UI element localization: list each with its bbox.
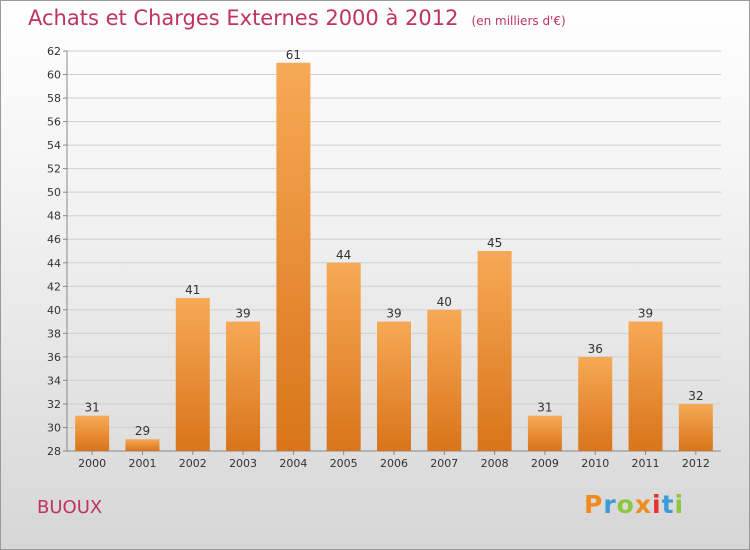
x-tick-label-2002: 2002 xyxy=(179,457,207,470)
y-tick-label: 34 xyxy=(47,374,61,387)
bar-2011 xyxy=(628,321,663,451)
x-tick-label-2008: 2008 xyxy=(481,457,509,470)
bar-2004 xyxy=(276,62,311,451)
y-tick-label: 60 xyxy=(47,69,61,82)
bar-2006 xyxy=(377,321,411,451)
bar-2012 xyxy=(678,403,713,451)
x-tick-label-2000: 2000 xyxy=(78,457,106,470)
bars xyxy=(75,62,713,451)
bar-2010 xyxy=(578,356,613,451)
labels: 28 30 32 34 36 38 40 42 44 46 48 50 52 54 56 58 60 62 31 20… xyxy=(47,45,710,470)
x-tick-label-2001: 2001 xyxy=(128,457,156,470)
data-label-2003: 39 xyxy=(235,307,250,321)
y-tick-label: 38 xyxy=(47,327,61,340)
logo-letter: i xyxy=(652,490,662,519)
data-label-2011: 39 xyxy=(638,307,653,321)
y-tick-label: 48 xyxy=(47,210,61,223)
x-tick-label-2003: 2003 xyxy=(229,457,257,470)
data-label-2005: 44 xyxy=(336,248,351,262)
data-label-2001: 29 xyxy=(135,424,150,438)
bar-2005 xyxy=(326,262,361,451)
x-tick-label-2004: 2004 xyxy=(279,457,307,470)
y-tick-label: 40 xyxy=(47,304,61,317)
logo-letter: P xyxy=(584,490,604,519)
bar-2000 xyxy=(75,415,110,451)
y-tick-label: 58 xyxy=(47,92,61,105)
x-tick-label-2007: 2007 xyxy=(430,457,458,470)
proxiti-logo[interactable]: Proxiti xyxy=(584,490,684,519)
commune-name: BUOUX xyxy=(37,497,103,518)
chart-title: Achats et Charges Externes 2000 à 2012 xyxy=(28,6,459,30)
bar-2007 xyxy=(427,309,462,451)
data-label-2008: 45 xyxy=(487,236,502,250)
bar-2002 xyxy=(175,298,210,451)
y-tick-label: 56 xyxy=(47,116,61,129)
logo-letter: i xyxy=(674,490,685,519)
chart-subtitle: (en milliers d'€) xyxy=(471,14,566,28)
chart-title-block: Achats et Charges Externes 2000 à 2012 (… xyxy=(28,6,566,30)
y-tick-label: 30 xyxy=(47,421,61,434)
data-label-2006: 39 xyxy=(386,307,401,321)
y-tick-label: 54 xyxy=(47,139,61,152)
y-tick-label: 62 xyxy=(47,45,61,58)
y-tick-label: 52 xyxy=(47,163,61,176)
y-tick-label: 46 xyxy=(47,233,61,246)
data-label-2004: 61 xyxy=(286,48,301,62)
x-tick-label-2010: 2010 xyxy=(581,457,609,470)
bar-2009 xyxy=(527,415,562,451)
x-tick-label-2005: 2005 xyxy=(330,457,358,470)
data-label-2002: 41 xyxy=(185,283,200,297)
bar-2001 xyxy=(125,439,160,451)
bar-2003 xyxy=(226,321,261,451)
data-label-2007: 40 xyxy=(437,295,452,309)
y-tick-label: 42 xyxy=(47,280,61,293)
x-tick-label-2006: 2006 xyxy=(380,457,408,470)
logo-letter: t xyxy=(661,490,675,519)
logo-letter: r xyxy=(603,490,617,519)
y-tick-label: 50 xyxy=(47,186,61,199)
logo-letter: x xyxy=(634,490,652,519)
data-label-2000: 31 xyxy=(85,401,100,415)
x-tick-label-2009: 2009 xyxy=(531,457,559,470)
x-tick-label-2012: 2012 xyxy=(682,457,710,470)
data-label-2010: 36 xyxy=(588,342,603,356)
data-label-2009: 31 xyxy=(537,401,552,415)
bar-2008 xyxy=(477,251,512,451)
y-tick-label: 36 xyxy=(47,351,61,364)
y-tick-label: 44 xyxy=(47,257,61,270)
x-tick-label-2011: 2011 xyxy=(632,457,660,470)
data-label-2012: 32 xyxy=(688,389,703,403)
y-tick-label: 28 xyxy=(47,445,61,458)
y-tick-label: 32 xyxy=(47,398,61,411)
logo-letter: o xyxy=(616,490,635,519)
